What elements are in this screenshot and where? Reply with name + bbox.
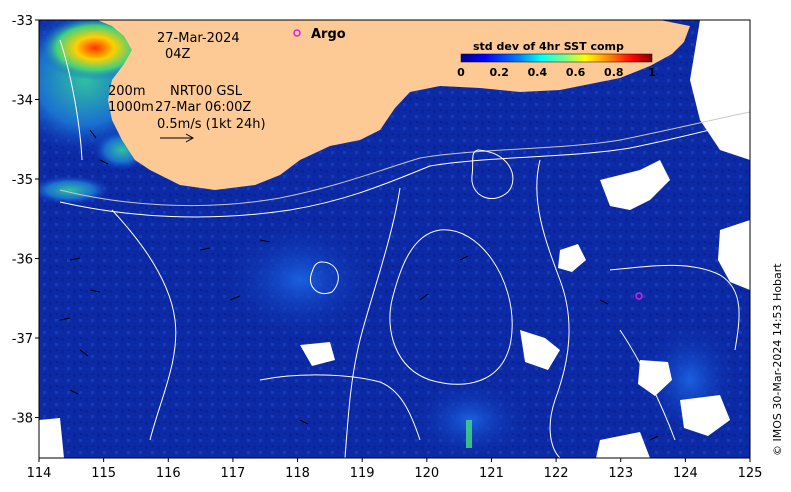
x-tick-label: 123	[608, 466, 633, 481]
product-time: 27-Mar 06:00Z	[155, 100, 251, 115]
ocean-patch-2	[410, 380, 530, 458]
colorbar-tick-label: 1	[648, 66, 656, 79]
map-date: 27-Mar-2024	[157, 31, 240, 46]
x-tick-label: 117	[220, 466, 245, 481]
ssh-contour-eddy-2	[310, 261, 339, 294]
x-tick-label: 116	[156, 466, 181, 481]
colorbar-title: std dev of 4hr SST comp	[473, 40, 624, 53]
australia-land	[97, 20, 690, 190]
map-hour: 04Z	[165, 47, 191, 62]
argo-float-marker[interactable]	[635, 292, 643, 300]
colorbar-tick-label: 0.8	[604, 66, 624, 79]
no-data-patch-6	[680, 395, 730, 436]
contour-1000m	[59, 119, 750, 218]
ocean-patch-1	[220, 220, 380, 340]
x-tick-label: 122	[544, 466, 569, 481]
ssh-contour-nw	[59, 39, 83, 161]
ssh-contour-eddy-1	[471, 149, 514, 200]
variability-band	[39, 176, 110, 204]
ssh-contour-west	[111, 209, 177, 441]
current-vectors	[59, 129, 659, 441]
y-tick-label: -34	[12, 94, 33, 109]
no-data-patch-5	[638, 360, 672, 396]
vector-scale-arrow	[160, 133, 195, 143]
colorbar-tick-label: 0.2	[489, 66, 509, 79]
x-tick-label: 124	[673, 466, 698, 481]
argo-legend-label: Argo	[311, 27, 346, 42]
plot-area	[39, 20, 750, 458]
y-tick-label: -33	[12, 14, 33, 29]
plot-frame	[38, 19, 751, 459]
x-tick-label: 121	[479, 466, 504, 481]
x-tick-label: 115	[91, 466, 116, 481]
vector-scale-label: 0.5m/s (1kt 24h)	[157, 117, 266, 132]
no-data-patch-3	[718, 220, 750, 290]
argo-legend-marker	[293, 29, 301, 37]
colorbar-legend: std dev of 4hr SST comp 0 0.2 0.4 0.6 0.8 1	[457, 40, 656, 79]
colorbar	[460, 53, 653, 63]
y-axis: -33 -34 -35 -36 -37 -38	[12, 14, 39, 427]
colorbar-tick-label: 0	[457, 66, 465, 79]
contour-200m	[59, 111, 750, 207]
no-data-patch-1	[600, 160, 670, 210]
colorbar-tick-label: 0.4	[528, 66, 548, 79]
x-tick-label: 125	[738, 466, 763, 481]
ssh-contour-east	[536, 159, 570, 458]
x-tick-label: 120	[414, 466, 439, 481]
contour-label-200m: 200m	[108, 84, 145, 99]
x-tick-label: 119	[350, 466, 375, 481]
x-axis: 114 115 116 117 118 119 120 121 122 123 124 125	[27, 458, 763, 481]
y-tick-label: -35	[12, 173, 33, 188]
ssh-contour-ne	[609, 264, 740, 351]
no-data-patch-8	[39, 418, 64, 458]
ssh-contour-eddy-3	[389, 229, 513, 385]
product-name: NRT00 GSL	[170, 84, 243, 99]
no-data-patch-9	[596, 432, 650, 458]
ssh-contour-central	[344, 187, 401, 458]
no-data-ne	[690, 20, 750, 160]
y-tick-label: -37	[12, 332, 33, 347]
no-data-patch-7	[300, 342, 335, 366]
no-data-patch-4	[520, 330, 560, 370]
contour-label-1000m: 1000m	[108, 100, 154, 115]
colorbar-tick-label: 0.6	[566, 66, 586, 79]
no-data-patch-2	[558, 244, 586, 272]
y-tick-label: -38	[12, 412, 33, 427]
ssh-contour-se	[619, 329, 676, 441]
y-tick-label: -36	[12, 253, 33, 268]
x-tick-label: 114	[27, 466, 52, 481]
ssh-contour-south	[259, 374, 421, 441]
colorbar-ticks: 0 0.2 0.4 0.6 0.8 1	[457, 66, 656, 79]
x-tick-label: 118	[285, 466, 310, 481]
variability-streak	[466, 420, 472, 448]
credit-label: © IMOS 30-Mar-2024 14:53 Hobart	[771, 263, 784, 456]
